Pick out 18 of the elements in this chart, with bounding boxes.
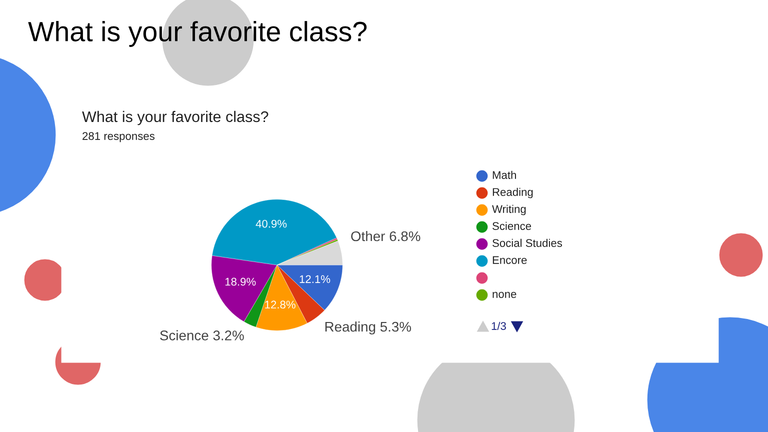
text: Other 6.8% [351, 230, 420, 242]
data-label: 12.8% [265, 300, 296, 309]
text: 281 responses [82, 132, 154, 142]
legend-label: none [492, 292, 516, 298]
legend-label: Math [492, 170, 516, 179]
text: What is your favorite class? [82, 110, 268, 126]
data-label: 40.9% [256, 220, 287, 228]
data-label: Reading 5.3% [325, 321, 412, 334]
legend-label: Writing [492, 204, 526, 216]
data-label: 12.1% [300, 275, 330, 284]
legend-label: Reading [492, 188, 533, 198]
text: 1/3 [492, 322, 506, 330]
data-label: 18.9% [225, 278, 256, 286]
legend-label: Encore [492, 256, 527, 264]
chart-title: What is your favorite class? [28, 21, 367, 47]
data-label: Science 3.2% [160, 330, 244, 340]
legend-label: Science [492, 222, 532, 230]
legend-label: Social Studies [492, 238, 562, 247]
